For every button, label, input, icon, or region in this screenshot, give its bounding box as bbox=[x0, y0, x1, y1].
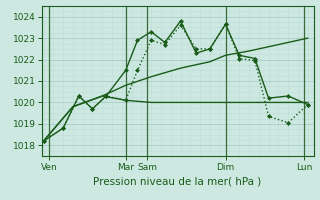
X-axis label: Pression niveau de la mer( hPa ): Pression niveau de la mer( hPa ) bbox=[93, 176, 262, 186]
